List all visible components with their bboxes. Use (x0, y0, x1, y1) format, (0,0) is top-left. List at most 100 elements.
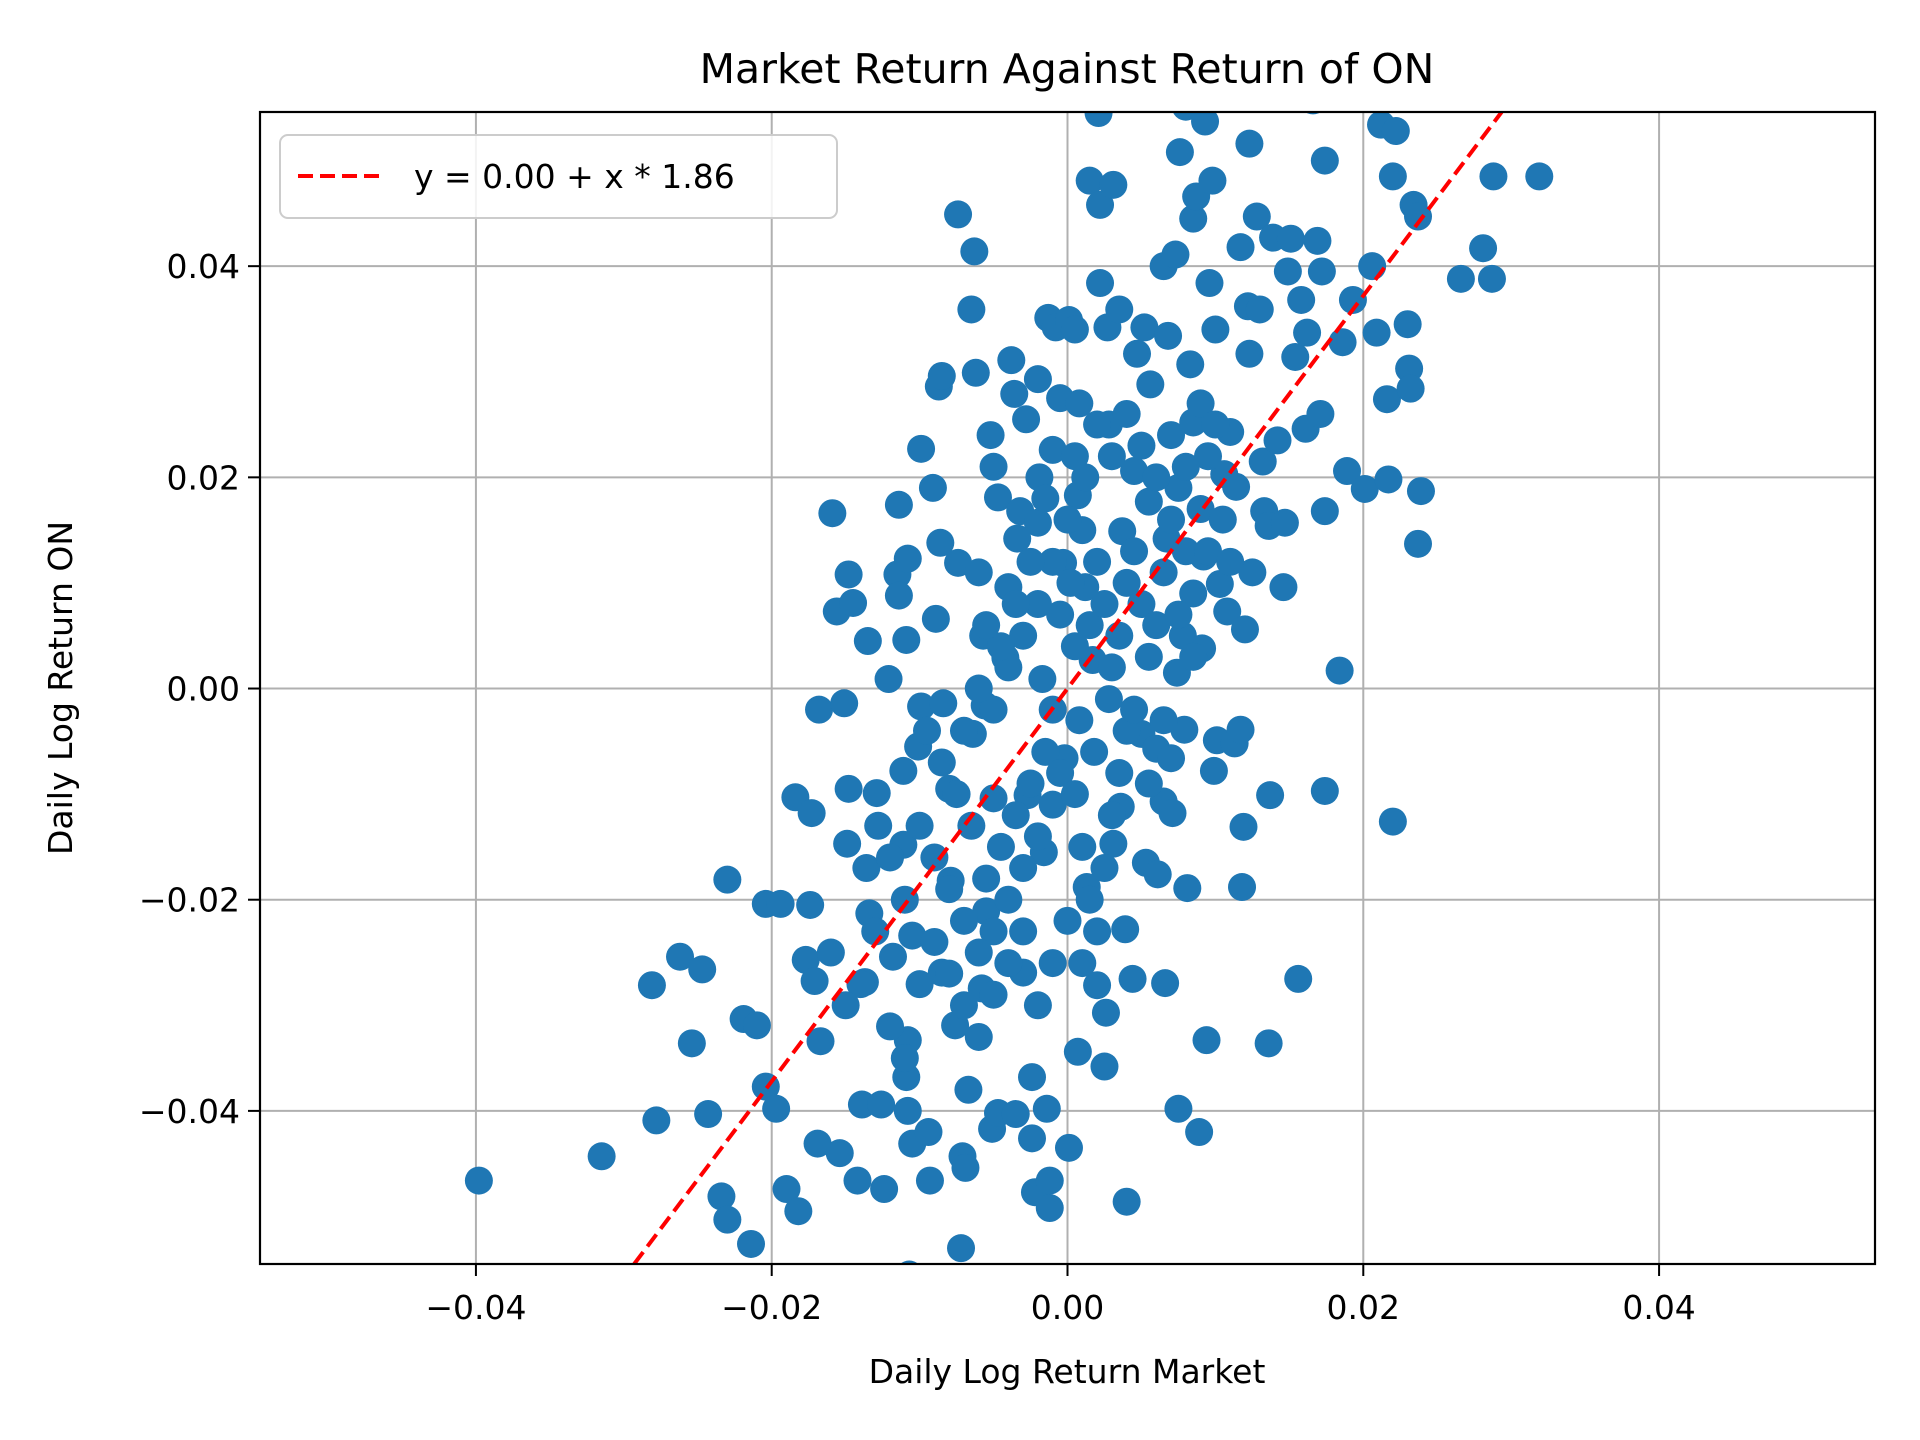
data-point (1086, 269, 1115, 298)
data-point (1080, 737, 1109, 766)
data-point (1111, 915, 1140, 944)
data-point (1396, 374, 1425, 403)
data-point (843, 1166, 872, 1195)
data-point (1060, 442, 1089, 471)
data-point (914, 1118, 943, 1147)
data-point (1226, 715, 1255, 744)
chart-title: Market Return Against Return of ON (700, 45, 1435, 93)
data-point (1023, 365, 1052, 394)
data-point (1018, 1063, 1047, 1092)
data-point (1193, 537, 1222, 566)
data-point (1164, 600, 1193, 629)
data-point (1142, 611, 1171, 640)
data-point (1054, 1133, 1083, 1162)
data-point (1381, 117, 1410, 146)
data-point (713, 865, 742, 894)
data-point (1134, 642, 1163, 671)
data-point (1270, 508, 1299, 537)
data-point (1192, 1026, 1221, 1055)
data-point (1112, 1187, 1141, 1216)
data-point (921, 604, 950, 633)
data-point (1195, 269, 1224, 298)
data-point (1446, 264, 1475, 293)
data-point (1003, 524, 1032, 553)
data-point (976, 421, 1005, 450)
scatter-points (464, 112, 1554, 1264)
data-point (1213, 597, 1242, 626)
data-point (1242, 202, 1271, 231)
legend-box (279, 134, 838, 219)
data-point (884, 581, 913, 610)
data-point (994, 885, 1023, 914)
data-point (1165, 138, 1194, 167)
data-point (1038, 435, 1067, 464)
data-point (913, 716, 942, 745)
data-point (1362, 318, 1391, 347)
data-point (907, 692, 936, 721)
data-point (1273, 257, 1302, 286)
data-point (1281, 342, 1310, 371)
data-point (1016, 547, 1045, 576)
y-axis-label: Daily Log Return ON (41, 521, 80, 855)
data-point (957, 295, 986, 324)
data-point (964, 558, 993, 587)
data-point (1199, 756, 1228, 785)
data-point (1023, 991, 1052, 1020)
data-point (1028, 665, 1057, 694)
data-point (1060, 315, 1089, 344)
data-point (1245, 295, 1274, 324)
data-point (942, 780, 971, 809)
data-point (1134, 769, 1163, 798)
data-point (870, 1175, 899, 1204)
data-point (864, 811, 893, 840)
data-point (1083, 547, 1112, 576)
data-point (1404, 529, 1433, 558)
data-point (1094, 685, 1123, 714)
data-point (1216, 547, 1245, 576)
data-point (1099, 829, 1128, 858)
data-point (1350, 474, 1379, 503)
data-point (1068, 832, 1097, 861)
data-point (1276, 224, 1305, 253)
data-point (1186, 389, 1215, 418)
data-point (1235, 339, 1264, 368)
data-point (1060, 632, 1089, 661)
data-point (1143, 860, 1172, 889)
data-point (1001, 801, 1030, 830)
data-point (935, 959, 964, 988)
data-point (1198, 166, 1227, 195)
data-point (1097, 442, 1126, 471)
data-point (694, 1100, 723, 1129)
data-point (964, 938, 993, 967)
data-point (642, 1106, 671, 1135)
data-point (1226, 233, 1255, 262)
data-point (1105, 295, 1134, 324)
data-point (1328, 328, 1357, 357)
y-tick-label: 0.00 (167, 670, 240, 709)
data-point (1310, 776, 1339, 805)
data-point (949, 906, 978, 935)
data-point (1105, 759, 1134, 788)
data-point (1171, 537, 1200, 566)
data-point (666, 942, 695, 971)
data-point (898, 921, 927, 950)
x-tick-label: −0.02 (721, 1288, 822, 1327)
data-point (1120, 537, 1149, 566)
data-point (1157, 505, 1186, 534)
data-point (927, 748, 956, 777)
data-point (861, 917, 890, 946)
data-point (961, 358, 990, 387)
data-point (1009, 854, 1038, 883)
data-point (1208, 505, 1237, 534)
data-point (1179, 642, 1208, 671)
data-point (1238, 558, 1267, 587)
data-point (587, 1142, 616, 1171)
legend-label: y = 0.00 + x * 1.86 (414, 157, 735, 196)
data-point (1306, 399, 1335, 428)
data-point (1090, 590, 1119, 619)
data-point (1090, 1052, 1119, 1081)
data-point (1254, 1029, 1283, 1058)
x-tick-label: 0.02 (1327, 1288, 1400, 1327)
data-point (964, 1022, 993, 1051)
data-point (1230, 615, 1259, 644)
